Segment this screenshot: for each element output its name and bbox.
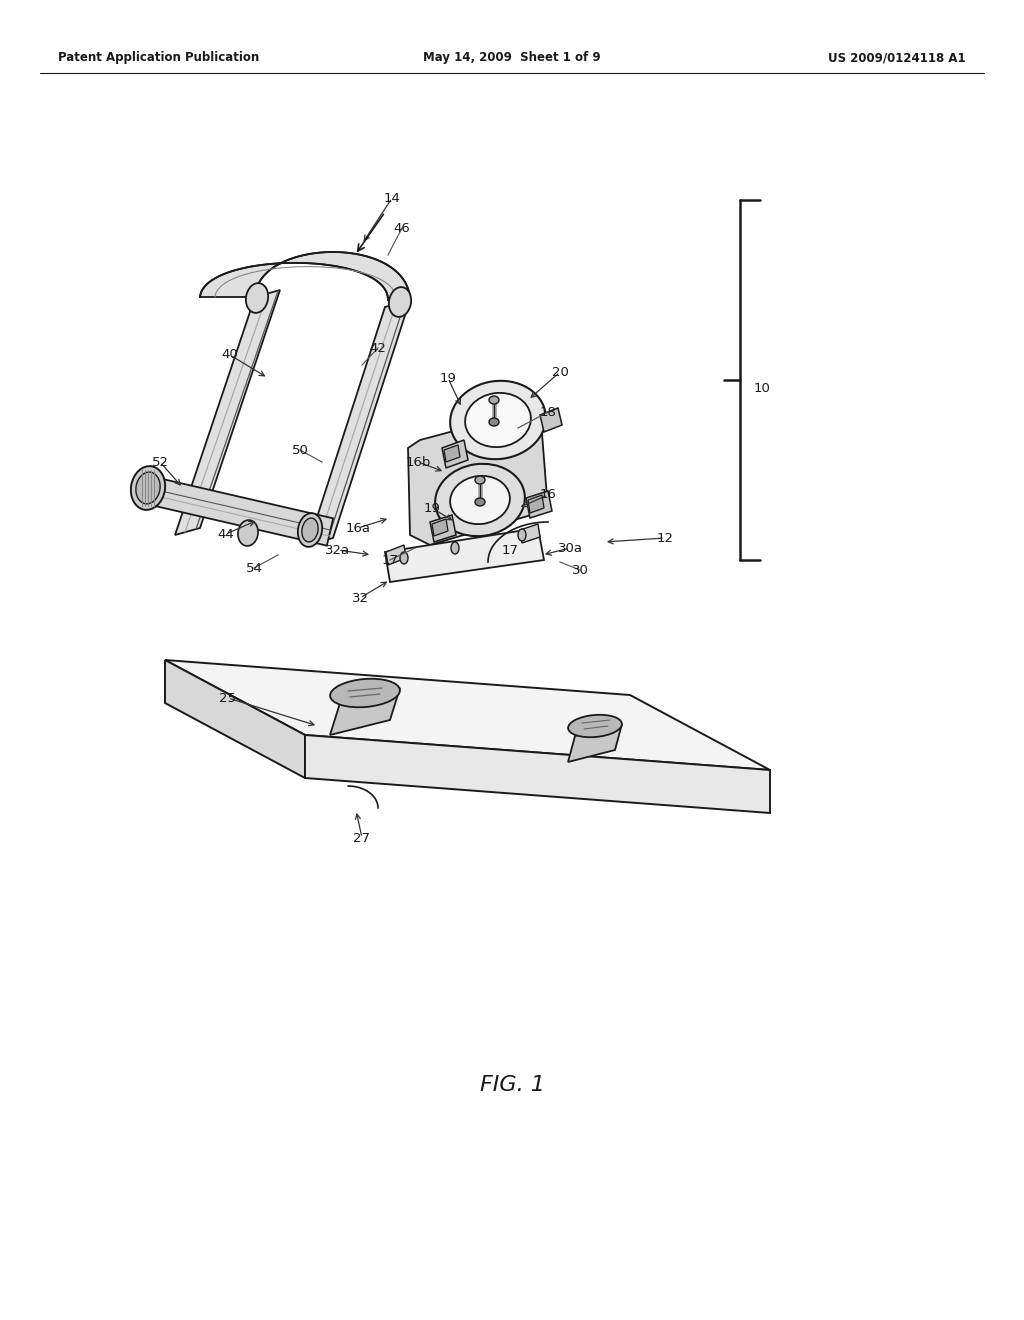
Polygon shape [305,735,770,813]
Text: 44: 44 [218,528,234,540]
Polygon shape [540,408,562,432]
Text: 12: 12 [656,532,674,544]
Text: Patent Application Publication: Patent Application Publication [58,51,259,65]
Ellipse shape [451,477,510,524]
Ellipse shape [400,552,408,564]
Polygon shape [432,519,449,536]
Text: 19: 19 [424,502,440,515]
Ellipse shape [302,519,318,543]
Ellipse shape [568,715,622,737]
Text: 40: 40 [221,348,239,362]
Ellipse shape [489,418,499,426]
Text: May 14, 2009  Sheet 1 of 9: May 14, 2009 Sheet 1 of 9 [423,51,601,65]
Text: 17: 17 [502,544,518,557]
Polygon shape [308,300,410,545]
Text: 54: 54 [246,561,262,574]
Polygon shape [442,440,468,469]
Text: 16: 16 [540,488,556,502]
Text: 16a: 16a [345,521,371,535]
Text: 10: 10 [754,381,770,395]
Polygon shape [144,477,333,545]
Text: 52: 52 [152,455,169,469]
Text: 46: 46 [393,222,411,235]
Polygon shape [430,515,456,543]
Polygon shape [568,723,622,762]
Ellipse shape [489,396,499,404]
Text: FIG. 1: FIG. 1 [479,1074,545,1096]
Text: 25: 25 [219,692,237,705]
Ellipse shape [475,477,485,484]
Polygon shape [175,290,280,535]
Text: 19: 19 [439,371,457,384]
Polygon shape [444,445,460,462]
Ellipse shape [330,678,400,708]
Ellipse shape [518,529,526,541]
Polygon shape [165,660,305,777]
Polygon shape [526,491,552,517]
Polygon shape [408,408,548,545]
Text: 50: 50 [292,444,308,457]
Ellipse shape [451,543,459,554]
Ellipse shape [435,463,525,536]
Text: US 2009/0124118 A1: US 2009/0124118 A1 [828,51,966,65]
Ellipse shape [475,498,485,506]
Text: 30: 30 [571,564,589,577]
Polygon shape [520,524,540,543]
Ellipse shape [451,380,546,459]
Text: 32a: 32a [326,544,350,557]
Text: 18: 18 [540,405,556,418]
Ellipse shape [131,466,165,510]
Ellipse shape [136,473,160,504]
Text: 32: 32 [351,591,369,605]
Polygon shape [528,495,544,513]
Polygon shape [200,252,410,300]
Ellipse shape [246,282,268,313]
Text: 30a: 30a [557,541,583,554]
Text: 14: 14 [384,191,400,205]
Polygon shape [165,660,770,770]
Text: 27: 27 [353,832,371,845]
Ellipse shape [238,520,258,546]
Polygon shape [386,545,406,565]
Ellipse shape [389,288,412,317]
Polygon shape [330,688,400,735]
Ellipse shape [465,393,530,447]
Text: 42: 42 [370,342,386,355]
Polygon shape [385,528,544,582]
Text: 20: 20 [552,366,568,379]
Text: 16b: 16b [406,455,431,469]
Ellipse shape [298,513,323,546]
Text: 17: 17 [382,553,398,566]
